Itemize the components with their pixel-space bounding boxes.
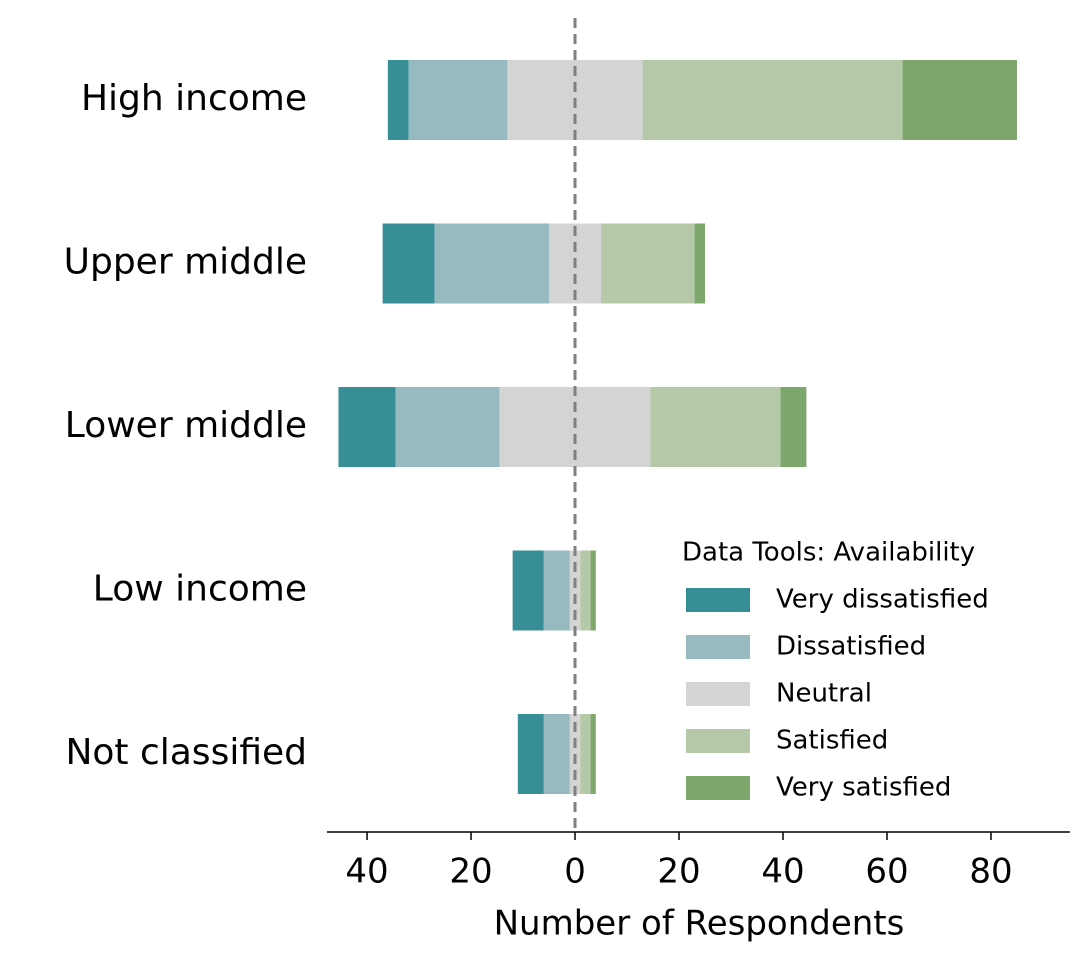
legend-label: Dissatisfied [776, 632, 926, 662]
bar-segment [512, 550, 544, 631]
x-tick-label: 40 [761, 852, 804, 892]
y-tick-label: Low income [93, 569, 307, 610]
bar-segment [517, 714, 544, 794]
bar-segment [395, 387, 500, 467]
legend-label: Neutral [776, 679, 872, 709]
legend-swatch [686, 682, 750, 706]
x-tick-label: 80 [969, 852, 1012, 892]
x-tick-label: 60 [865, 852, 908, 892]
x-tick-label: 0 [564, 852, 586, 892]
bar-segment [434, 223, 550, 304]
bar-segment [590, 550, 596, 631]
bar-segment [694, 223, 705, 304]
bar-segment [580, 550, 591, 631]
y-tick-label: Upper middle [64, 242, 307, 283]
bar-segment [543, 550, 570, 631]
bar-segment [590, 714, 596, 794]
x-tick-label: 20 [657, 852, 700, 892]
bar-segment [780, 387, 807, 467]
bar-segment [580, 714, 591, 794]
legend-swatch [686, 776, 750, 800]
bar-segment [642, 60, 903, 140]
legend-swatch [686, 635, 750, 659]
legend-label: Very dissatisfied [776, 585, 989, 615]
legend-label: Very satisfied [776, 773, 951, 803]
bar-segment [601, 223, 695, 304]
bar-segment [569, 550, 581, 631]
bar-segment [387, 60, 409, 140]
bar-segment [902, 60, 1017, 140]
bar-segment [382, 223, 435, 304]
x-tick-label: 40 [345, 852, 388, 892]
legend-swatch [686, 729, 750, 753]
legend-title: Data Tools: Availability [682, 538, 975, 568]
x-tick-label: 20 [449, 852, 492, 892]
legend-swatch [686, 588, 750, 612]
legend-label: Satisfied [776, 726, 888, 756]
bar-segment [338, 387, 396, 467]
bar-segment [543, 714, 570, 794]
x-axis-label: Number of Respondents [494, 904, 905, 944]
y-tick-label: High income [81, 78, 307, 119]
y-tick-label: Not classified [65, 732, 307, 773]
y-tick-label: Lower middle [65, 405, 307, 446]
bar-segment [408, 60, 508, 140]
bar-segment [650, 387, 781, 467]
